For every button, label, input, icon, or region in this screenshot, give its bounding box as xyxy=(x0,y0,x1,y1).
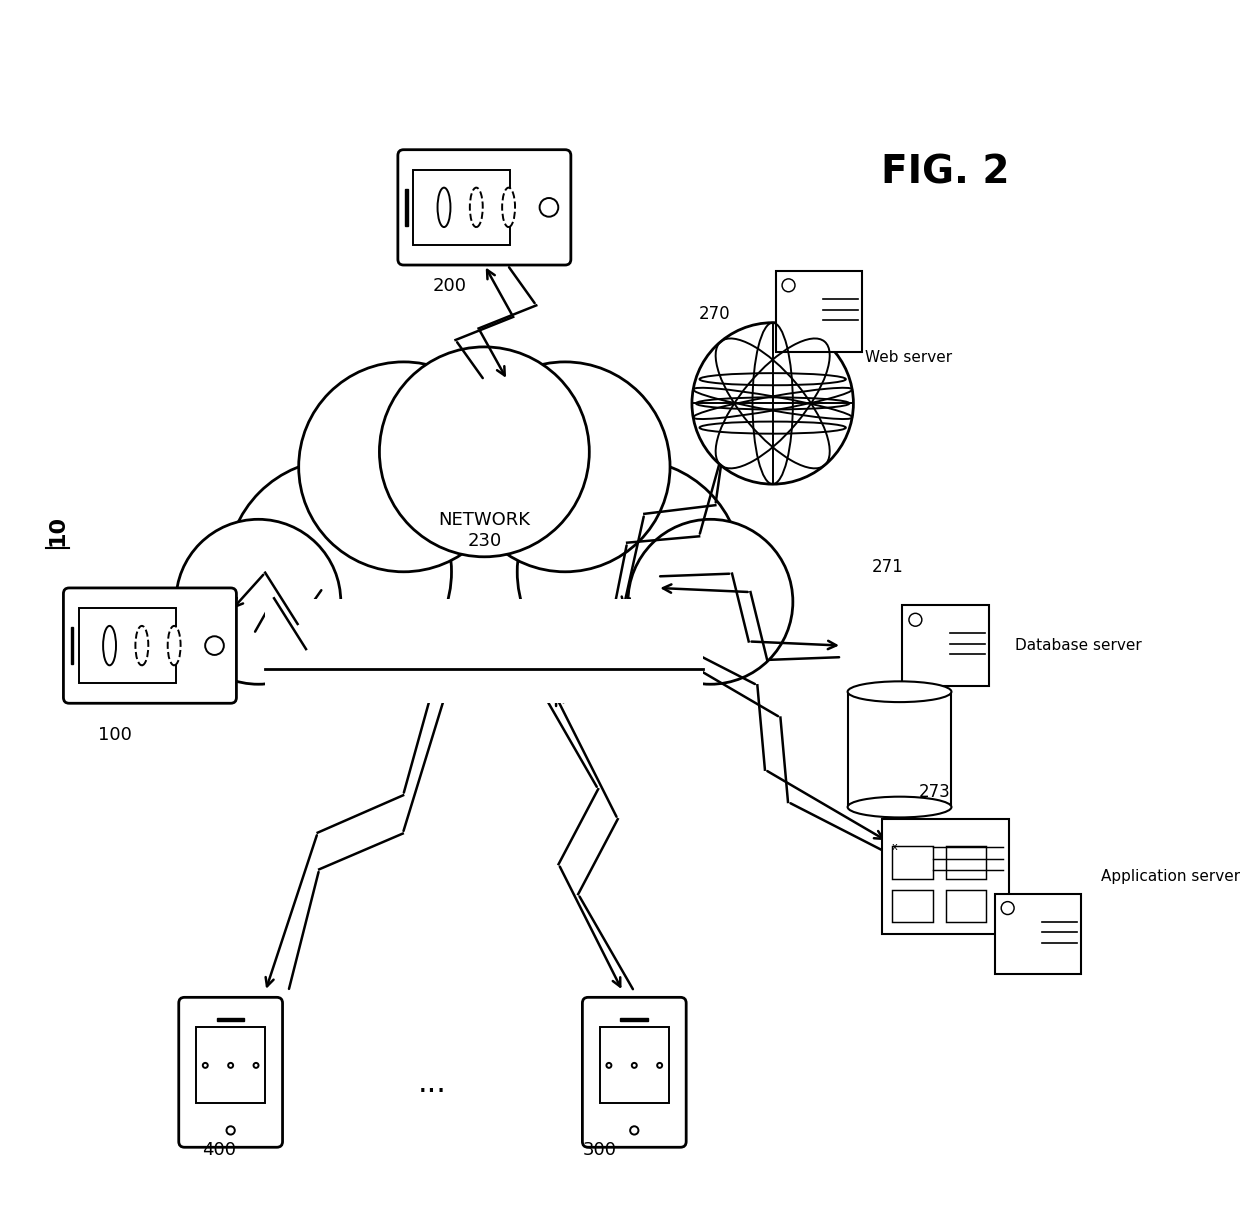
Text: 300: 300 xyxy=(583,1141,616,1160)
Ellipse shape xyxy=(167,626,181,665)
Circle shape xyxy=(227,1127,234,1134)
Circle shape xyxy=(909,613,921,626)
FancyBboxPatch shape xyxy=(583,997,686,1147)
Text: FIG. 2: FIG. 2 xyxy=(882,154,1009,192)
Text: Database server: Database server xyxy=(1014,638,1142,653)
FancyBboxPatch shape xyxy=(179,997,283,1147)
Bar xyxy=(903,605,990,686)
FancyBboxPatch shape xyxy=(63,588,237,703)
Circle shape xyxy=(227,459,451,684)
Bar xyxy=(196,1028,265,1103)
Circle shape xyxy=(657,1063,662,1068)
Bar xyxy=(775,271,862,352)
Ellipse shape xyxy=(438,188,450,227)
Text: 271: 271 xyxy=(872,558,904,577)
Circle shape xyxy=(253,1063,258,1068)
Bar xyxy=(71,627,73,664)
Circle shape xyxy=(632,1063,637,1068)
Bar xyxy=(79,609,176,683)
Ellipse shape xyxy=(848,797,951,818)
Bar xyxy=(893,890,932,923)
Circle shape xyxy=(460,362,670,572)
Text: Web server: Web server xyxy=(866,349,952,365)
Bar xyxy=(946,890,986,923)
Circle shape xyxy=(335,392,635,692)
Ellipse shape xyxy=(103,626,117,665)
Ellipse shape xyxy=(848,682,951,703)
Text: 400: 400 xyxy=(202,1141,236,1160)
Circle shape xyxy=(379,347,589,557)
Circle shape xyxy=(606,1063,611,1068)
Text: 100: 100 xyxy=(98,726,133,744)
Circle shape xyxy=(539,198,558,216)
Text: ...: ... xyxy=(418,1069,446,1099)
Circle shape xyxy=(1001,902,1014,914)
Circle shape xyxy=(205,637,224,655)
Circle shape xyxy=(176,519,341,684)
Bar xyxy=(848,692,951,807)
Circle shape xyxy=(630,1127,639,1134)
Circle shape xyxy=(228,1063,233,1068)
Text: Application server: Application server xyxy=(1101,869,1240,884)
Circle shape xyxy=(692,323,853,484)
Bar xyxy=(620,1018,649,1022)
Text: 273: 273 xyxy=(919,783,950,802)
Ellipse shape xyxy=(502,188,515,227)
Bar xyxy=(600,1028,668,1103)
Ellipse shape xyxy=(135,626,149,665)
Bar xyxy=(217,1018,244,1022)
Text: 270: 270 xyxy=(699,304,730,323)
Bar xyxy=(994,893,1081,974)
Circle shape xyxy=(782,279,795,292)
Bar xyxy=(946,847,986,879)
Bar xyxy=(893,847,932,879)
Bar xyxy=(413,170,510,244)
Bar xyxy=(882,819,1009,934)
Bar xyxy=(265,600,703,703)
Circle shape xyxy=(299,362,508,572)
Text: x: x xyxy=(892,842,898,853)
Text: NETWORK
230: NETWORK 230 xyxy=(439,511,531,550)
Text: 10: 10 xyxy=(47,514,68,546)
Circle shape xyxy=(627,519,792,684)
FancyBboxPatch shape xyxy=(398,150,570,265)
Bar xyxy=(405,189,408,226)
Circle shape xyxy=(517,459,742,684)
Text: 200: 200 xyxy=(433,276,466,295)
Ellipse shape xyxy=(470,188,482,227)
Circle shape xyxy=(203,1063,208,1068)
